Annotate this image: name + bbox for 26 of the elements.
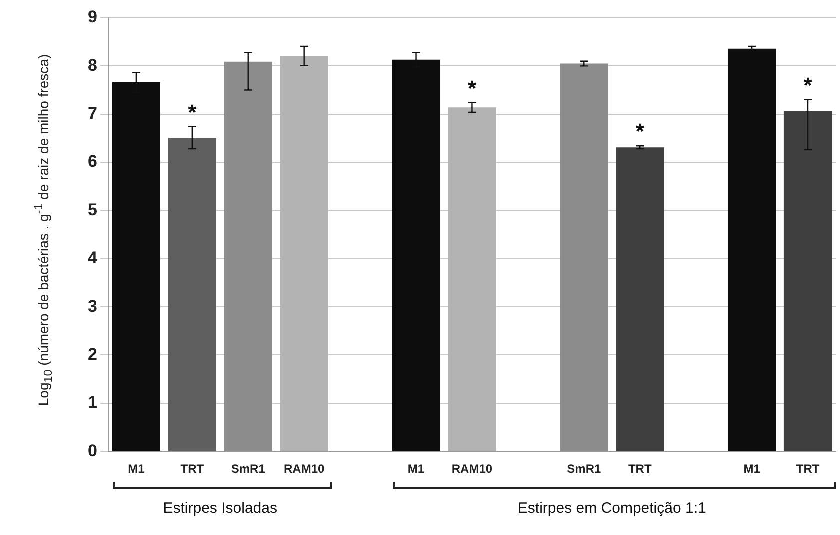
data-label: * xyxy=(468,76,477,101)
x-tick-label: RAM10 xyxy=(452,462,493,476)
data-label: * xyxy=(804,72,813,98)
y-tick-label: 7 xyxy=(88,104,98,124)
x-tick-label: TRT xyxy=(180,462,205,476)
y-tick-label: 9 xyxy=(88,8,98,27)
data-label: * xyxy=(188,100,198,125)
y-tick-label: 1 xyxy=(88,393,98,412)
x-tick-label: M1 xyxy=(408,462,425,476)
x-tick-label: TRT xyxy=(628,462,652,476)
x-tick-label: M1 xyxy=(744,462,761,476)
x-tick-label: TRT xyxy=(796,462,820,476)
x-tick-label: M1 xyxy=(128,462,146,476)
y-tick-label: 4 xyxy=(88,248,98,268)
text: Estirpes em Competição 1:1 xyxy=(516,500,708,517)
y-tick-label: 2 xyxy=(88,344,98,364)
y-tick-label: 3 xyxy=(88,296,98,316)
y-tick-label: 5 xyxy=(88,200,98,220)
x-tick-label: SmR1 xyxy=(231,462,266,476)
data-label: * xyxy=(636,119,645,144)
y-tick-label: 8 xyxy=(88,56,98,75)
y-tick-label: 6 xyxy=(88,152,98,172)
text: Estirpes Isoladas xyxy=(162,500,278,517)
y-tick-label: 0 xyxy=(88,441,98,460)
x-tick-label: RAM10 xyxy=(284,462,325,476)
x-tick-label: SmR1 xyxy=(567,462,602,476)
